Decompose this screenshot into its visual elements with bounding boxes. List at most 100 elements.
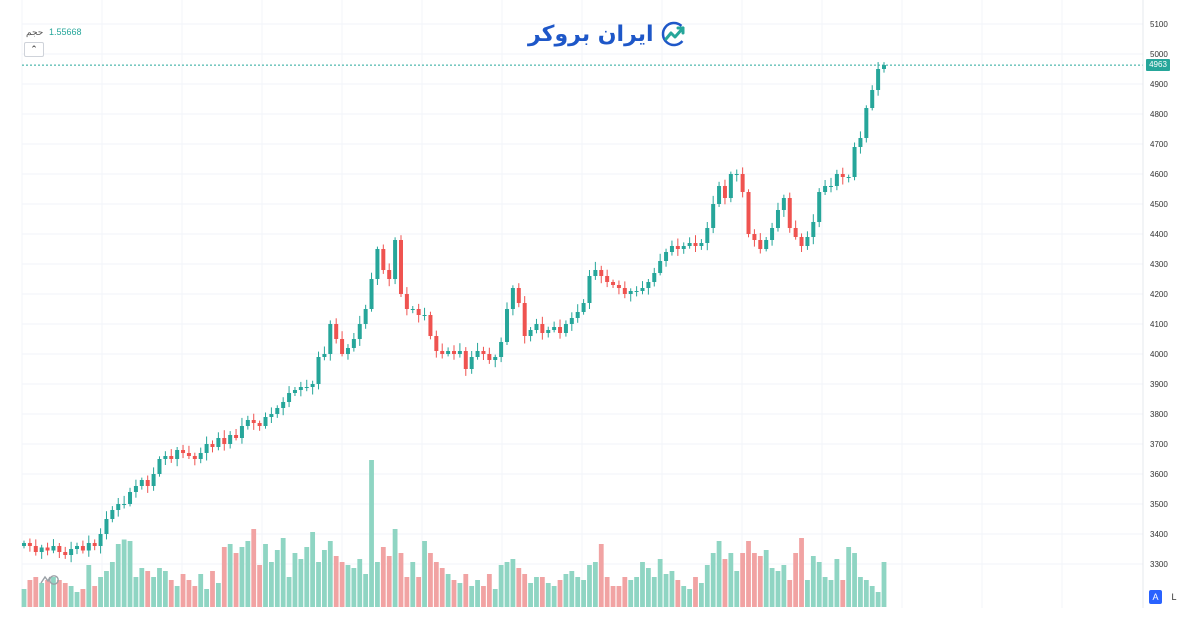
- volume-bar: [610, 586, 616, 607]
- candle-body: [664, 252, 669, 261]
- volume-bar: [268, 562, 274, 607]
- volume-bar: [286, 577, 292, 607]
- candle-body: [163, 456, 168, 459]
- volume-bar: [598, 544, 604, 607]
- candle-body: [63, 552, 68, 555]
- candle-body: [505, 309, 510, 342]
- volume-bar: [581, 580, 586, 607]
- growth-chart-icon: [661, 21, 686, 47]
- volume-bar: [604, 577, 610, 607]
- auto-scale-button[interactable]: A: [1149, 590, 1162, 604]
- candle-body: [805, 237, 810, 246]
- price-tick-label: 4600: [1150, 170, 1168, 179]
- volume-bar: [210, 571, 215, 607]
- volume-bar: [227, 544, 233, 607]
- volume-bar: [510, 559, 516, 607]
- candle-body: [722, 186, 727, 198]
- volume-bar: [486, 574, 492, 607]
- candle-body: [369, 279, 374, 309]
- candle-body: [681, 246, 686, 249]
- candle-body: [728, 174, 733, 198]
- volume-bar: [386, 556, 392, 607]
- candle-body: [393, 240, 398, 279]
- volume-bar: [104, 571, 109, 607]
- volume-bar: [180, 574, 186, 607]
- volume-bar: [56, 580, 62, 607]
- volume-bar: [869, 586, 875, 607]
- volume-bar: [127, 541, 133, 607]
- volume-bar: [569, 571, 575, 607]
- volume-label: حجم: [26, 27, 44, 37]
- candle-body: [98, 534, 103, 546]
- volume-bar: [292, 553, 298, 607]
- candle-body: [693, 243, 698, 246]
- candle-body: [92, 543, 97, 546]
- volume-bar: [881, 562, 887, 607]
- candle-body: [275, 408, 280, 414]
- candle-body: [717, 186, 722, 204]
- candle-body: [840, 174, 845, 177]
- volume-bar: [310, 532, 316, 607]
- volume-bar: [628, 580, 634, 607]
- volume-bar: [433, 562, 439, 607]
- volume-bar: [681, 586, 687, 607]
- candle-body: [534, 324, 539, 330]
- candle-body: [387, 270, 392, 279]
- log-scale-button[interactable]: L: [1171, 592, 1177, 602]
- volume-bar: [592, 562, 598, 607]
- volume-bar: [233, 553, 239, 607]
- volume-bar: [109, 562, 115, 607]
- volume-bar: [663, 574, 669, 607]
- candle-body: [287, 393, 292, 402]
- volume-bar: [875, 592, 881, 607]
- candle-body: [340, 339, 345, 354]
- candle-body: [422, 315, 427, 316]
- price-tick-label: 3600: [1150, 470, 1168, 479]
- candle-body: [734, 174, 739, 175]
- candle-body: [345, 348, 350, 354]
- volume-bar: [192, 586, 198, 607]
- volume-bar: [215, 583, 221, 607]
- volume-bar: [522, 574, 528, 607]
- candle-body: [169, 456, 174, 459]
- candle-body: [528, 330, 533, 336]
- volume-bar: [728, 553, 734, 607]
- volume-bar: [439, 568, 445, 607]
- candle-body: [80, 546, 85, 551]
- candle-body: [599, 270, 604, 276]
- candle-body: [487, 354, 492, 360]
- volume-bar: [68, 586, 74, 607]
- volume-bar: [333, 556, 339, 607]
- volume-bar: [257, 565, 263, 607]
- candle-body: [316, 357, 321, 384]
- candle-body: [51, 546, 56, 551]
- candle-body: [404, 294, 409, 309]
- candle-body: [122, 504, 127, 505]
- price-tick-label: 3400: [1150, 530, 1168, 539]
- candles: [22, 62, 886, 563]
- candle-body: [251, 420, 256, 423]
- volume-bar: [746, 541, 751, 607]
- candle-body: [192, 456, 197, 459]
- candle-body: [416, 309, 421, 315]
- volume-bar: [863, 580, 869, 607]
- price-tick-label: 3700: [1150, 440, 1168, 449]
- candle-body: [711, 204, 716, 228]
- candle-body: [151, 474, 156, 486]
- candle-body: [652, 273, 657, 282]
- candle-body: [292, 390, 297, 393]
- candle-body: [334, 324, 339, 339]
- price-tick-label: 5100: [1150, 20, 1168, 29]
- volume-bar: [846, 547, 852, 607]
- candle-body: [882, 65, 886, 69]
- volume-bar: [575, 577, 581, 607]
- candle-body: [764, 240, 769, 249]
- volume-value: 1.55668: [49, 27, 82, 37]
- volume-bar: [416, 577, 422, 607]
- candle-body: [834, 174, 839, 186]
- collapse-button[interactable]: ⌃: [24, 42, 44, 57]
- volume-bar: [316, 562, 321, 607]
- candle-body: [775, 210, 780, 228]
- candle-body: [133, 486, 138, 492]
